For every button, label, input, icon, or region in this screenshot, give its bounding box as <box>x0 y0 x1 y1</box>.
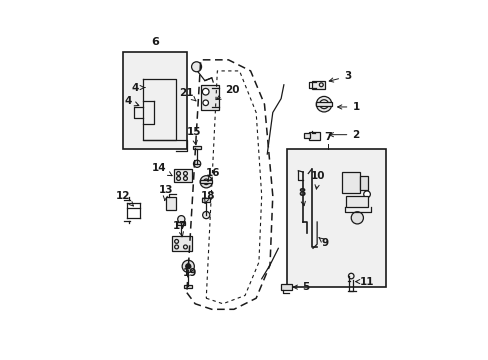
Bar <box>342 172 359 193</box>
Text: 18: 18 <box>200 191 214 203</box>
Bar <box>200 180 212 183</box>
Text: 9: 9 <box>318 238 328 248</box>
Circle shape <box>203 100 208 105</box>
Text: 4: 4 <box>125 96 139 107</box>
Circle shape <box>316 96 331 112</box>
Circle shape <box>193 160 200 167</box>
Text: 11: 11 <box>355 276 373 287</box>
Bar <box>193 146 201 149</box>
Text: 17: 17 <box>172 221 187 237</box>
Text: 3: 3 <box>328 72 350 82</box>
Circle shape <box>319 100 328 109</box>
Circle shape <box>185 264 190 269</box>
Text: 13: 13 <box>159 185 173 201</box>
Text: 5: 5 <box>293 282 309 292</box>
Bar <box>202 198 210 202</box>
Bar <box>311 81 325 89</box>
Text: 19: 19 <box>182 263 196 278</box>
Circle shape <box>322 103 325 106</box>
Text: 1: 1 <box>337 102 359 112</box>
Circle shape <box>350 212 363 224</box>
Text: 14: 14 <box>151 163 172 176</box>
Bar <box>286 149 386 287</box>
Text: 12: 12 <box>116 191 133 206</box>
Bar <box>346 195 367 207</box>
Circle shape <box>182 260 194 273</box>
Text: 2: 2 <box>328 130 359 140</box>
Bar <box>183 285 192 288</box>
Circle shape <box>202 211 209 219</box>
Text: 16: 16 <box>205 168 220 181</box>
Text: 15: 15 <box>186 127 201 145</box>
Bar <box>174 169 192 182</box>
Text: 10: 10 <box>311 171 325 189</box>
Bar <box>200 85 218 110</box>
Bar <box>359 176 367 190</box>
Bar <box>171 236 192 251</box>
Circle shape <box>200 176 212 188</box>
Bar <box>316 102 331 107</box>
Circle shape <box>202 89 208 95</box>
Bar <box>303 133 309 138</box>
Bar <box>308 132 320 140</box>
Text: 4: 4 <box>132 82 144 93</box>
Circle shape <box>363 191 369 198</box>
Circle shape <box>191 62 201 72</box>
Text: 20: 20 <box>216 85 239 99</box>
Bar <box>281 284 291 290</box>
Text: 8: 8 <box>298 188 305 206</box>
Text: 6: 6 <box>151 37 159 48</box>
Circle shape <box>177 216 184 223</box>
Text: 7: 7 <box>324 132 331 141</box>
Text: 21: 21 <box>179 88 196 101</box>
Bar <box>123 51 186 149</box>
Bar <box>177 222 185 225</box>
Bar <box>166 197 175 210</box>
